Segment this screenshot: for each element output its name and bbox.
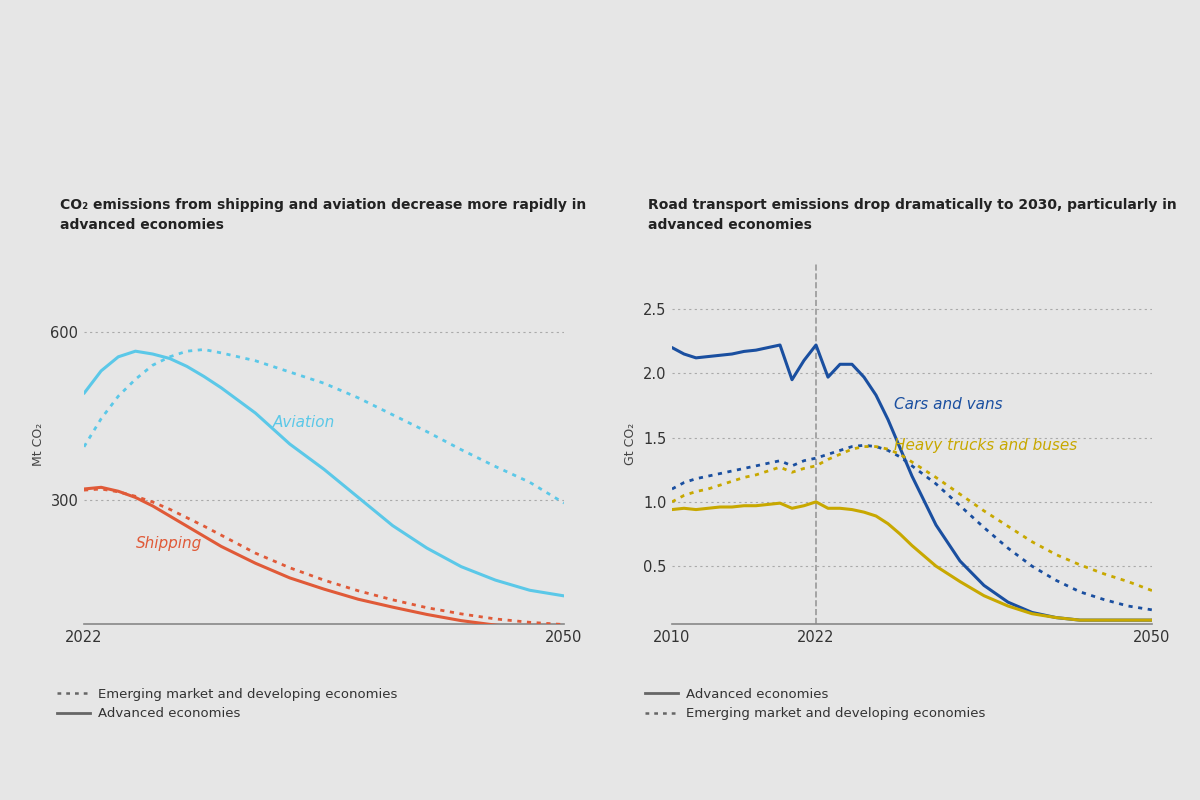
Text: Cars and vans: Cars and vans [894,398,1003,412]
Legend: Advanced economies, Emerging market and developing economies: Advanced economies, Emerging market and … [640,682,991,726]
Text: CO₂ emissions from shipping and aviation decrease more rapidly in: CO₂ emissions from shipping and aviation… [60,198,587,212]
Y-axis label: Mt CO₂: Mt CO₂ [32,422,44,466]
Text: Road transport emissions drop dramatically to 2030, particularly in: Road transport emissions drop dramatical… [648,198,1177,212]
Text: advanced economies: advanced economies [60,218,224,232]
Text: Aviation: Aviation [272,415,335,430]
Text: Heavy trucks and buses: Heavy trucks and buses [894,438,1078,454]
Legend: Emerging market and developing economies, Advanced economies: Emerging market and developing economies… [52,682,403,726]
Text: advanced economies: advanced economies [648,218,812,232]
Text: Shipping: Shipping [136,536,202,551]
Y-axis label: Gt CO₂: Gt CO₂ [624,423,637,465]
